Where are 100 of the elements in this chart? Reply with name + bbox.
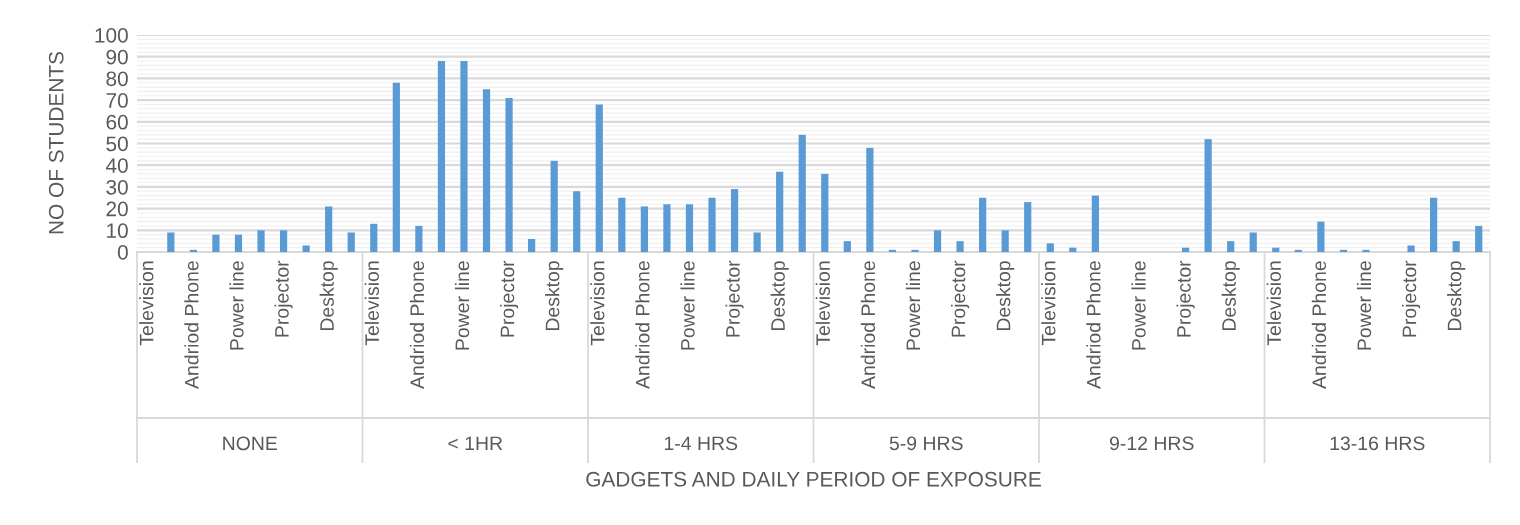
bar <box>212 234 220 252</box>
bar <box>1407 245 1415 252</box>
bar <box>843 241 851 252</box>
text: 13-16 HRS <box>1330 436 1425 451</box>
bar <box>415 225 423 252</box>
y-axis-title: NO OF STUDENTS <box>48 51 64 234</box>
x-tick-label: Power line <box>1356 261 1372 350</box>
bar <box>1317 221 1325 252</box>
bar <box>505 97 513 252</box>
bar <box>437 61 446 252</box>
bar <box>1362 249 1370 252</box>
bar <box>753 232 761 252</box>
bar <box>866 147 874 252</box>
bar <box>730 189 739 252</box>
x-tick-label: Projector <box>1176 260 1195 337</box>
bar <box>302 245 310 252</box>
y-tick-label: 100 <box>95 28 128 43</box>
bar <box>911 249 919 252</box>
x-tick-label: Andriod Phone <box>184 261 199 389</box>
bar <box>1430 197 1438 252</box>
bar <box>618 197 626 252</box>
bar <box>347 232 355 252</box>
bar <box>528 238 536 252</box>
bar <box>1181 247 1190 252</box>
x-tick-label: Desktop <box>545 261 564 331</box>
bar <box>279 230 288 252</box>
bar <box>663 204 671 252</box>
bar <box>1475 225 1483 252</box>
bar <box>482 89 491 252</box>
bar <box>1046 243 1054 252</box>
x-tick-label: Andriod Phone <box>860 261 876 389</box>
bar <box>550 160 558 252</box>
bar <box>979 197 987 252</box>
x-tick-label: Desktop <box>1221 261 1240 331</box>
bar <box>933 230 942 252</box>
x-tick-label: Power line <box>680 261 695 350</box>
bar <box>167 232 175 252</box>
bar <box>798 134 806 252</box>
x-tick-label: Television <box>139 261 154 346</box>
x-tick-label: Desktop <box>996 261 1015 331</box>
x-tick-label: Andriod Phone <box>1311 261 1327 389</box>
bar <box>1452 241 1460 252</box>
x-tick-label: Power line <box>905 261 921 350</box>
y-tick-label: 0 <box>117 245 128 260</box>
bar <box>325 206 333 252</box>
x-tick-label: Projector <box>951 260 970 337</box>
text: 9-12 HRS <box>1109 436 1194 451</box>
bar <box>821 173 829 252</box>
y-tick-label: 40 <box>105 158 128 173</box>
bar <box>1272 247 1280 252</box>
bar <box>640 206 648 252</box>
bar <box>776 171 784 252</box>
x-tick-label: Projector <box>274 260 293 337</box>
bar <box>460 61 468 252</box>
x-tick-label: Desktop <box>770 261 789 331</box>
bar <box>1091 195 1099 252</box>
x-tick-label: Power line <box>1131 261 1146 350</box>
y-tick-label: 80 <box>106 71 128 87</box>
bar <box>257 230 265 252</box>
x-tick-label: Projector <box>1402 260 1421 337</box>
x-tick-label: Andriod Phone <box>635 261 650 389</box>
text: 5-9 HRS <box>889 436 963 451</box>
x-tick-label: Television <box>590 261 605 346</box>
x-tick-label: Projector <box>725 260 744 337</box>
x-tick-label: Television <box>1041 261 1056 346</box>
text: < 1HR <box>448 436 503 451</box>
bar <box>1069 247 1077 252</box>
y-tick-label: 30 <box>106 179 128 195</box>
x-axis-title: GADGETS AND DAILY PERIOD OF EXPOSURE <box>586 471 1041 487</box>
bar <box>573 191 581 252</box>
bar <box>1227 241 1235 252</box>
bar <box>685 204 694 252</box>
bar <box>370 223 378 252</box>
bar <box>956 241 964 252</box>
y-tick-label: 60 <box>106 114 128 130</box>
bar <box>1024 202 1032 252</box>
bar <box>708 197 716 252</box>
x-tick-label: Andriod Phone <box>1086 261 1101 389</box>
text: 1-4 HRS <box>664 436 738 451</box>
bar <box>1249 232 1257 252</box>
bar <box>392 82 400 252</box>
x-tick-label: Television <box>1266 261 1281 346</box>
bar <box>1001 230 1009 252</box>
y-tick-label: 50 <box>106 136 128 152</box>
x-tick-label: Television <box>364 261 379 346</box>
x-tick-label: Television <box>815 261 830 346</box>
x-tick-label: Power line <box>229 261 244 350</box>
x-tick-label: Desktop <box>1447 261 1466 331</box>
bar <box>1204 139 1212 252</box>
y-tick-label: 20 <box>106 201 128 217</box>
x-tick-label: Power line <box>454 261 470 350</box>
x-tick-label: Desktop <box>319 261 338 331</box>
y-tick-label: 10 <box>107 223 128 239</box>
bar <box>234 234 243 252</box>
text: NONE <box>223 436 277 451</box>
x-tick-label: Andriod Phone <box>409 261 425 389</box>
y-tick-label: 70 <box>106 93 128 108</box>
y-tick-label: 90 <box>106 49 128 65</box>
bar <box>595 104 603 252</box>
x-tick-label: Projector <box>500 260 519 337</box>
